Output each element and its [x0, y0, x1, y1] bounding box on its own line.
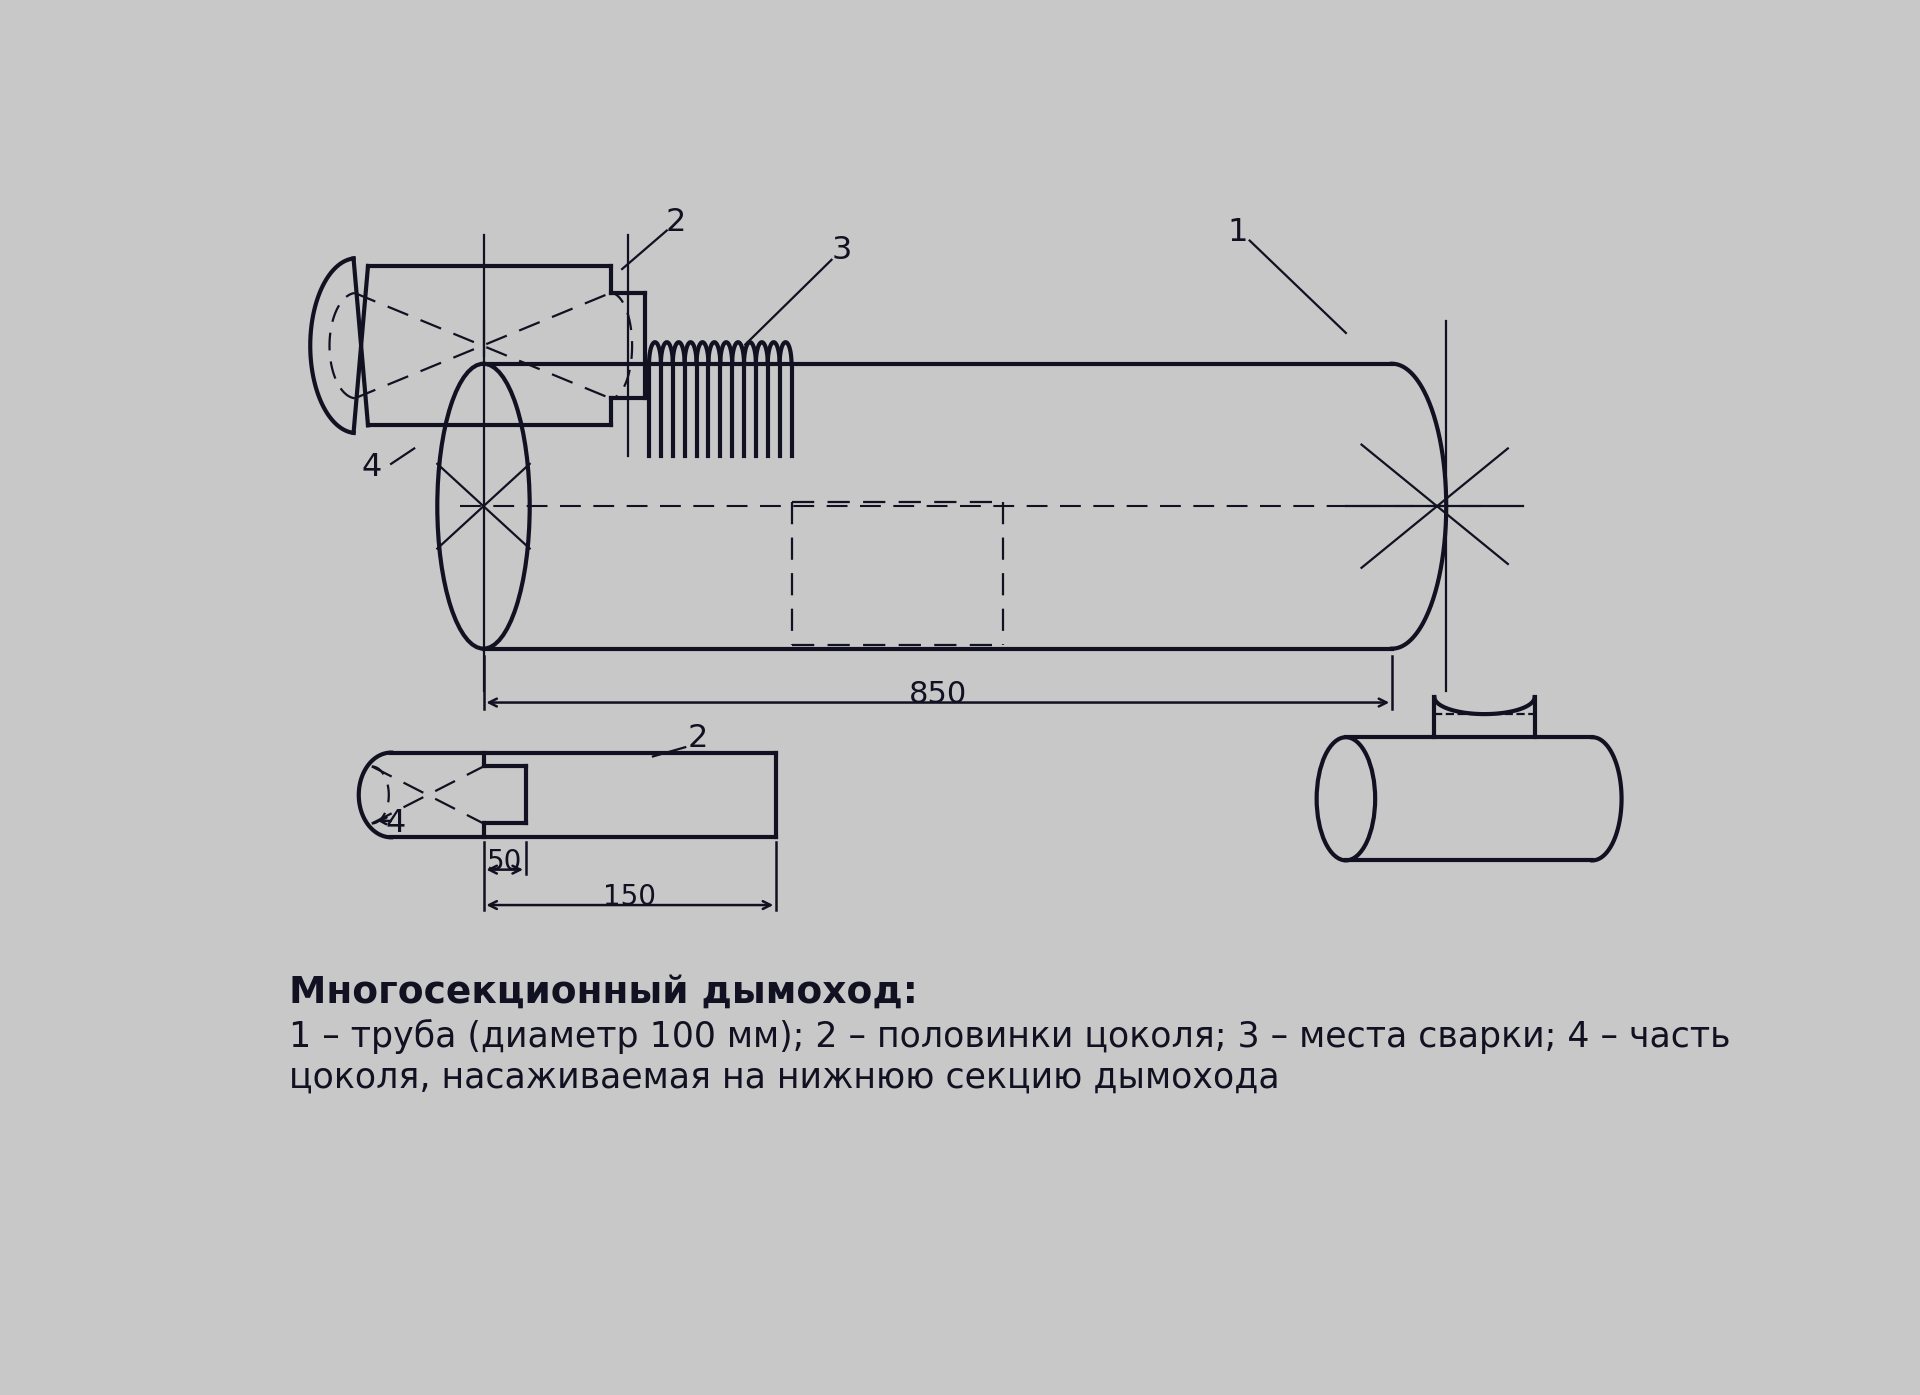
Text: 2: 2: [666, 208, 685, 239]
Text: 4: 4: [361, 452, 382, 483]
Text: 2: 2: [687, 723, 708, 755]
Text: 850: 850: [908, 679, 968, 709]
Text: 150: 150: [603, 883, 657, 911]
Text: Многосекционный дымоход:: Многосекционный дымоход:: [290, 974, 918, 1010]
Text: цоколя, насаживаемая на нижнюю секцию дымохода: цоколя, насаживаемая на нижнюю секцию ды…: [290, 1060, 1281, 1095]
Text: 50: 50: [488, 848, 522, 876]
Text: 3: 3: [831, 236, 852, 266]
Text: 1 – труба (диаметр 100 мм); 2 – половинки цоколя; 3 – места сварки; 4 – часть: 1 – труба (диаметр 100 мм); 2 – половинк…: [290, 1018, 1732, 1055]
Text: 1: 1: [1229, 218, 1248, 248]
Text: 4: 4: [386, 808, 405, 838]
